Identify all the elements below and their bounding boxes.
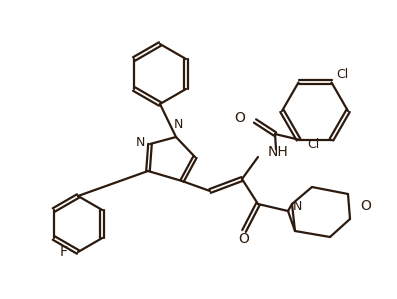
Text: O: O [239, 232, 249, 246]
Text: N: N [135, 135, 145, 149]
Text: N: N [173, 118, 183, 132]
Text: NH: NH [268, 145, 289, 159]
Text: Cl: Cl [337, 68, 349, 81]
Text: Cl: Cl [307, 138, 320, 151]
Text: O: O [360, 199, 371, 213]
Text: N: N [293, 201, 303, 213]
Text: O: O [234, 111, 245, 125]
Text: F: F [60, 245, 68, 259]
